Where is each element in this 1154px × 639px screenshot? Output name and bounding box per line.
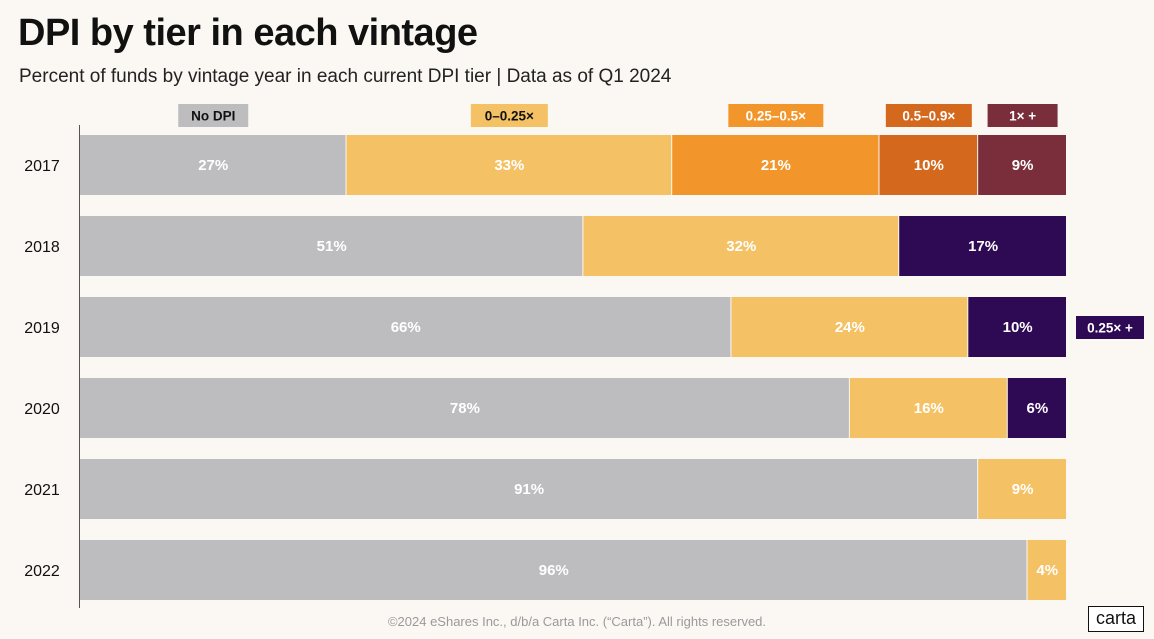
bar-segment — [1027, 540, 1066, 600]
legend-swatch — [885, 104, 972, 127]
bar-segment — [899, 216, 1066, 276]
data-label: 51% — [317, 238, 347, 255]
bar-segment — [80, 540, 1027, 600]
data-label: 78% — [450, 400, 480, 417]
bar-segment — [80, 216, 583, 276]
legend-label: 1× + — [1009, 109, 1036, 124]
bar-segment — [80, 378, 849, 438]
chart-subtitle: Percent of funds by vintage year in each… — [19, 66, 672, 87]
y-tick-label: 2022 — [24, 563, 60, 580]
bar-segment — [80, 135, 346, 195]
bar-segment — [879, 135, 978, 195]
data-label: 96% — [539, 562, 569, 579]
bar-segment — [672, 135, 879, 195]
legend-label: No DPI — [191, 109, 235, 124]
bar-segment — [583, 216, 899, 276]
y-tick-label: 2019 — [24, 320, 60, 337]
data-label: 10% — [914, 157, 944, 174]
legend-label: 0.25–0.5× — [746, 109, 807, 124]
bar-segment — [346, 135, 672, 195]
bar-segment — [1007, 378, 1066, 438]
side-legend-swatch — [1076, 316, 1144, 339]
data-label: 9% — [1012, 157, 1034, 174]
legend-swatch — [987, 104, 1058, 127]
y-tick-label: 2018 — [24, 239, 60, 256]
legend-label: 0.5–0.9× — [902, 109, 955, 124]
bar-segment — [731, 297, 968, 357]
bar-segment — [978, 135, 1066, 195]
legend-label: 0–0.25× — [485, 109, 534, 124]
data-label: 10% — [1003, 319, 1033, 336]
copyright-footer: ©2024 eShares Inc., d/b/a Carta Inc. (“C… — [387, 614, 767, 629]
data-label: 16% — [914, 400, 944, 417]
bar-segment — [80, 459, 978, 519]
bar-segment — [849, 378, 1007, 438]
data-label: 21% — [761, 157, 791, 174]
data-label: 91% — [514, 481, 544, 498]
carta-logo: carta — [1087, 606, 1144, 632]
data-label: 32% — [726, 238, 756, 255]
legend-swatch — [470, 104, 548, 127]
data-label: 4% — [1036, 562, 1058, 579]
data-label: 33% — [494, 157, 524, 174]
data-label: 9% — [1012, 481, 1034, 498]
data-label: 27% — [198, 157, 228, 174]
bar-segment — [80, 297, 731, 357]
legend-swatch — [728, 104, 824, 127]
legend-swatch — [178, 104, 249, 127]
y-tick-label: 2021 — [24, 482, 60, 499]
bar-segment — [978, 459, 1066, 519]
y-tick-label: 2020 — [24, 401, 60, 418]
chart-title: DPI by tier in each vintage — [18, 12, 478, 54]
data-label: 24% — [835, 319, 865, 336]
data-label: 17% — [968, 238, 998, 255]
data-label: 6% — [1027, 400, 1049, 417]
data-label: 66% — [391, 319, 421, 336]
bar-segment — [968, 297, 1066, 357]
side-legend-label: 0.25× + — [1087, 321, 1133, 336]
y-tick-label: 2017 — [24, 158, 60, 175]
